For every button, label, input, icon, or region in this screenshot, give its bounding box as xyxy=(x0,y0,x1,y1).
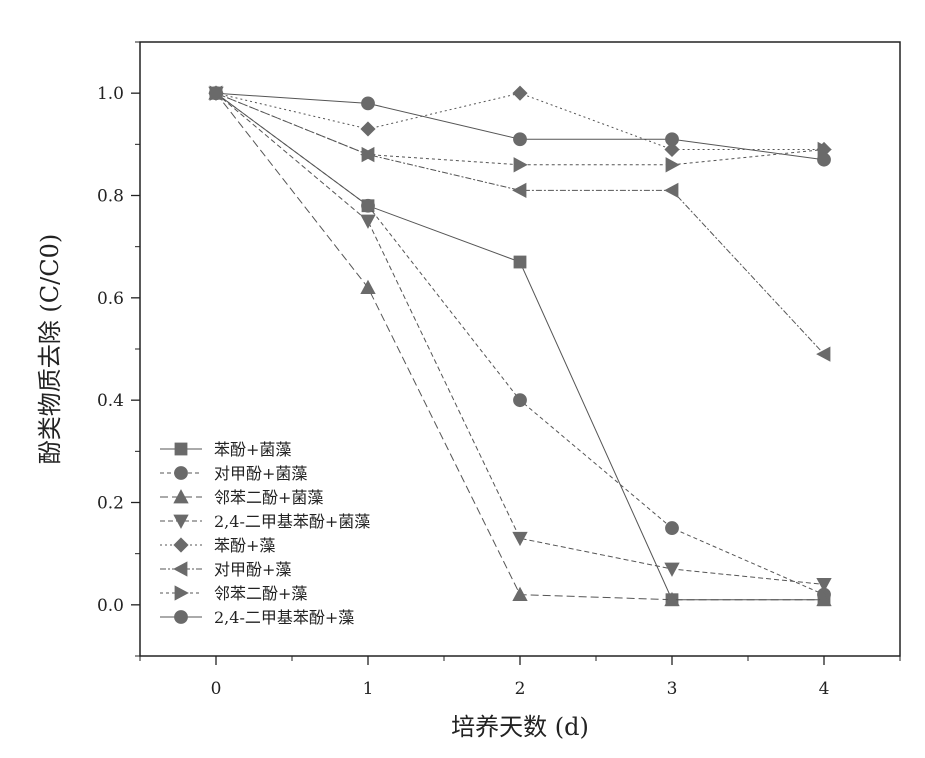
series-line xyxy=(215,92,825,585)
marker-triangle-up xyxy=(173,489,189,504)
legend-label: 2,4-二甲基苯酚+藻 xyxy=(214,608,354,627)
y-tick-label: 0.8 xyxy=(97,187,124,207)
marker-circle xyxy=(665,521,679,535)
marker-triangle-right xyxy=(174,585,189,601)
marker-triangle-down xyxy=(173,514,189,529)
marker-triangle-down xyxy=(512,531,528,547)
legend-item: 2,4-二甲基苯酚+菌藻 xyxy=(160,512,370,531)
marker-triangle-left xyxy=(664,182,679,199)
legend-item: 对甲酚+藻 xyxy=(160,560,291,579)
marker-diamond xyxy=(512,85,528,101)
marker-triangle-right xyxy=(513,157,528,173)
y-tick-label: 0.0 xyxy=(97,596,124,616)
ticks-layer: 0 1 2 3 4 0.0 0.2 0.4 0.6 0.8 1.0 xyxy=(97,41,901,699)
marker-diamond xyxy=(664,141,680,158)
y-tick-label: 0.6 xyxy=(97,289,124,309)
series-8 xyxy=(209,86,831,167)
legend-item: 邻苯二酚+藻 xyxy=(160,584,307,603)
marker-triangle-left xyxy=(512,182,527,199)
legend-label: 对甲酚+藻 xyxy=(214,560,291,579)
marker-diamond xyxy=(360,121,376,137)
marker-circle xyxy=(817,152,831,167)
marker-circle xyxy=(665,132,679,147)
series-layer xyxy=(208,85,832,607)
series-line xyxy=(215,92,825,166)
y-tick-label: 1.0 xyxy=(97,84,124,104)
legend-label: 苯酚+菌藻 xyxy=(214,440,291,459)
marker-triangle-right xyxy=(361,146,376,163)
marker-circle xyxy=(361,198,375,213)
legend-label: 邻苯二酚+藻 xyxy=(214,584,307,603)
x-tick-label: 1 xyxy=(363,679,374,699)
marker-triangle-right xyxy=(665,157,680,173)
x-tick-label: 2 xyxy=(515,679,526,699)
marker-triangle-left xyxy=(173,561,188,577)
marker-triangle-up xyxy=(816,591,832,607)
marker-circle xyxy=(361,96,375,111)
x-tick-label: 4 xyxy=(819,679,830,699)
y-axis-title: 酚类物质去除 (C/C0) xyxy=(36,234,64,464)
marker-triangle-down xyxy=(816,577,832,593)
marker-circle xyxy=(174,610,188,624)
series-line xyxy=(215,92,824,150)
marker-triangle-up xyxy=(512,586,528,601)
legend-item: 邻苯二酚+菌藻 xyxy=(160,488,323,507)
x-axis-title: 培养天数 (d) xyxy=(451,713,589,741)
x-tick-label: 0 xyxy=(211,679,222,699)
legend-label: 2,4-二甲基苯酚+菌藻 xyxy=(214,512,370,531)
x-tick-label: 3 xyxy=(667,679,678,699)
legend-label: 对甲酚+菌藻 xyxy=(214,464,307,483)
legend-item: 对甲酚+菌藻 xyxy=(160,464,307,483)
legend-item: 2,4-二甲基苯酚+藻 xyxy=(160,608,354,627)
y-tick-label: 0.4 xyxy=(97,391,124,411)
marker-triangle-up xyxy=(664,591,680,607)
marker-triangle-down xyxy=(360,214,376,229)
marker-circle xyxy=(174,466,188,480)
marker-triangle-up xyxy=(360,279,376,295)
marker-circle xyxy=(513,132,527,147)
legend-item: 苯酚+藻 xyxy=(160,536,275,555)
marker-triangle-down xyxy=(664,562,680,577)
y-tick-label: 0.2 xyxy=(97,494,124,514)
legend-label: 苯酚+藻 xyxy=(214,536,275,555)
marker-circle xyxy=(209,86,223,101)
marker-diamond xyxy=(173,537,189,553)
legend-label: 邻苯二酚+菌藻 xyxy=(214,488,323,507)
marker-circle xyxy=(513,393,527,408)
marker-square xyxy=(513,255,527,269)
marker-triangle-left xyxy=(816,346,831,362)
marker-square xyxy=(174,442,188,456)
legend-item: 苯酚+菌藻 xyxy=(160,440,291,459)
